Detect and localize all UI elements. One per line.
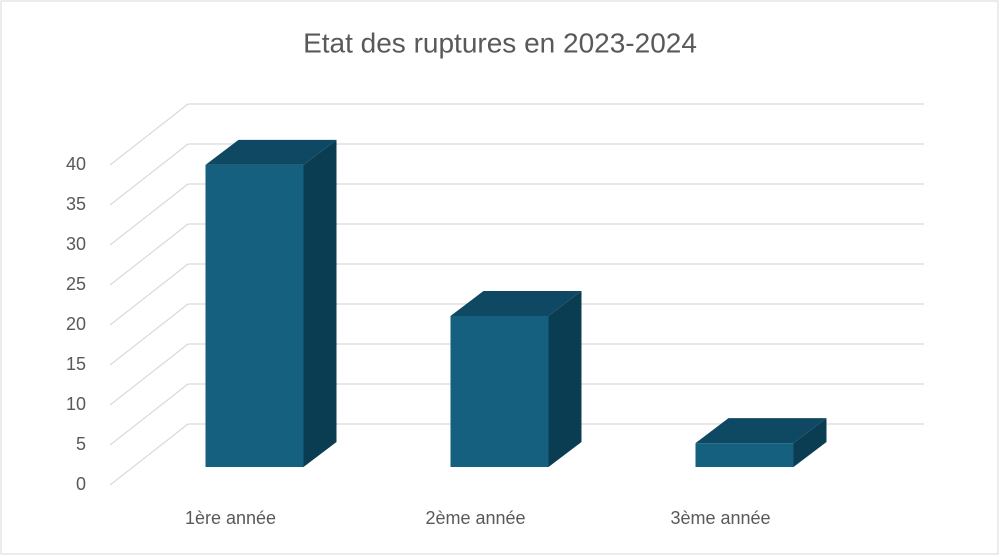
grid-line [109, 143, 189, 206]
bar [450, 315, 549, 467]
bar [695, 443, 794, 467]
bar-side [548, 290, 582, 467]
bar-side [303, 139, 337, 467]
y-tick-label: 5 [76, 434, 86, 454]
x-tick-label: 2ème année [425, 508, 525, 528]
x-tick-label: 1ère année [185, 508, 276, 528]
grid-line [109, 383, 189, 446]
bar-top [205, 139, 337, 165]
grid-line [109, 183, 189, 246]
y-tick-label: 0 [76, 474, 86, 494]
y-tick-label: 30 [66, 234, 86, 254]
bar-top [450, 290, 582, 316]
bar-top [695, 418, 827, 444]
y-tick-label: 40 [66, 154, 86, 174]
y-tick-label: 35 [66, 194, 86, 214]
grid-line [109, 343, 189, 406]
y-tick-label: 15 [66, 354, 86, 374]
grid-line [109, 223, 189, 286]
y-tick-label: 20 [66, 314, 86, 334]
grid-line [109, 303, 189, 366]
grid-line [109, 423, 189, 486]
x-tick-label: 3ème année [670, 508, 770, 528]
bar [205, 164, 304, 467]
grid-line [109, 263, 189, 326]
y-tick-label: 25 [66, 274, 86, 294]
y-tick-label: 10 [66, 394, 86, 414]
chart-title: Etat des ruptures en 2023-2024 [303, 27, 697, 58]
grid-line [109, 103, 189, 166]
bar-side [793, 418, 827, 467]
